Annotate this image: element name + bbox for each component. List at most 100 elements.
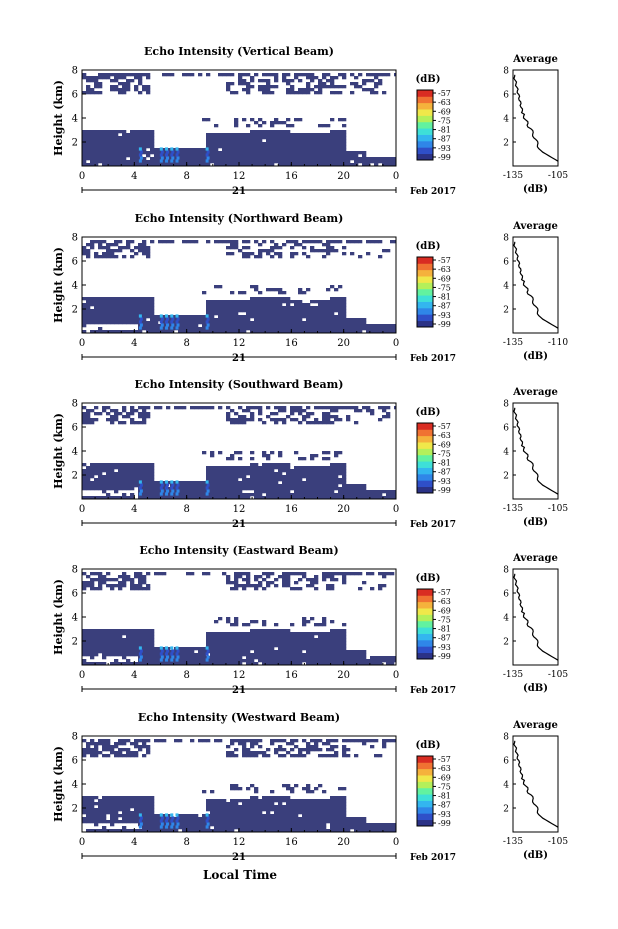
heatmap-cell [114,249,119,253]
heatmap-cell [306,154,311,158]
heatmap-cell [154,496,159,499]
heatmap-cell [306,647,311,651]
heatmap-cell [274,490,279,494]
heatmap-cell [362,154,367,158]
heatmap-cell [354,85,359,89]
heatmap-cell [242,653,247,657]
heatmap-cell [190,647,195,651]
heatmap-cell [318,656,323,660]
heatmap-cell [326,306,331,310]
heatmap-cell [98,481,103,485]
heatmap-cell [382,490,387,494]
heatmap-cell [330,321,335,325]
colorbar-tick-label: -81 [438,459,451,468]
heatmap-cell [250,139,255,143]
heatmap-cell [206,644,211,648]
heatmap-cell [366,490,371,494]
heatmap-cell [242,154,247,158]
heatmap-cell [218,632,223,636]
heatmap-cell [262,148,267,152]
heatmap-cell [290,312,295,316]
heatmap-cell [302,306,307,310]
heatmap-cell [322,124,327,128]
heatmap-cell [334,466,339,470]
heatmap-cell [354,157,359,161]
heatmap-cell [138,475,143,479]
heatmap-cell [90,632,95,636]
heatmap-cell [226,617,231,621]
heatmap-cell [298,139,303,143]
heatmap-cell [342,644,347,648]
heatmap-cell [102,136,107,140]
heatmap-cell [122,578,127,582]
colorbar-segment [417,595,433,603]
heatmap-cell [294,475,299,479]
heatmap-cell [142,487,147,491]
heatmap-cell [270,799,275,803]
heatmap-cell [110,472,115,476]
heatmap-cell [330,481,335,485]
heatmap-cell [302,748,307,752]
heatmap-cell [226,575,231,579]
heatmap-cell [114,632,119,636]
heatmap-cell [306,133,311,137]
heatmap-cell [106,300,111,304]
heatmap-cell [166,154,171,158]
heatmap-cell [222,327,227,331]
heatmap-cell [106,315,111,319]
heatmap-cell [306,318,311,322]
heatmap-cell [82,751,87,755]
heatmap-cell [230,662,235,665]
heatmap-cell [226,481,231,485]
y-tick-label: 6 [72,423,78,434]
heatmap-cell [270,312,275,316]
heatmap-cell [242,315,247,319]
heatmap-cell [226,163,231,166]
day-label: 21 [232,685,246,696]
heatmap-cell [166,647,171,651]
heatmap-cell [270,493,275,497]
heatmap-cell [146,820,151,824]
heatmap-cell [254,469,259,473]
heatmap-cell [154,321,159,325]
heatmap-cell [322,315,327,319]
heatmap-cell [102,76,107,80]
heatmap-cell [82,312,87,316]
heatmap-cell [306,745,311,749]
heatmap-cell [302,133,307,137]
heatmap-cell [386,163,391,166]
heatmap-cell [234,418,239,422]
heatmap-cell [314,814,319,818]
heatmap-cell [114,487,119,491]
heatmap-cell [194,829,199,832]
heatmap-cell [258,496,263,499]
heatmap-cell [182,240,187,244]
heatmap-cell [146,587,151,591]
heatmap-cell [126,318,131,322]
heatmap-cell [298,91,303,95]
heatmap-cell [90,814,95,818]
heatmap-cell [146,751,151,755]
heatmap-cell [350,487,355,491]
heatmap-cell [254,754,259,758]
heatmap-cell [262,662,267,665]
heatmap-cell [258,148,263,152]
heatmap-cell [86,799,91,803]
heatmap-cell [314,578,319,582]
heatmap-cell [294,154,299,158]
heatmap-cell [342,472,347,476]
heatmap-cell [234,620,239,624]
heatmap-cell [142,306,147,310]
day-label: 21 [232,519,246,530]
heatmap-cell [322,85,327,89]
heatmap-cell [270,490,275,494]
heatmap-cell [278,490,283,494]
heatmap-cell [298,118,303,122]
heatmap-cell [318,493,323,497]
heatmap-cell [302,469,307,473]
heatmap-cell [270,315,275,319]
heatmap-cell [142,581,147,585]
heatmap-cell [202,481,207,485]
heatmap-cell [318,826,323,830]
heatmap-cell [210,811,215,815]
